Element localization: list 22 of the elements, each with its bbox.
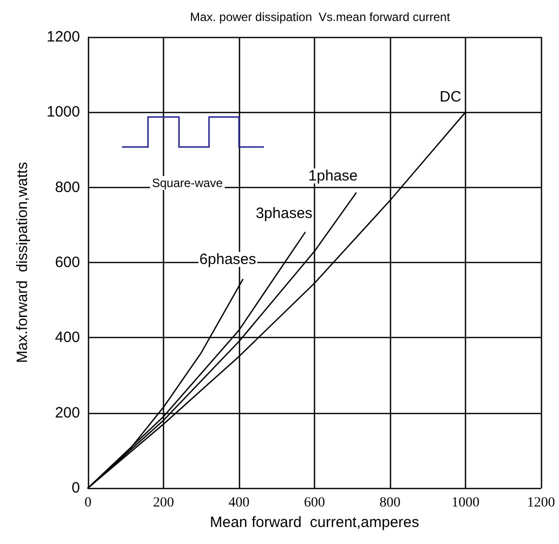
y-axis-title: Max.forward dissipation,watts <box>14 162 31 363</box>
series-label: 1phase <box>308 167 358 184</box>
y-tick-label: 800 <box>54 178 80 196</box>
y-tick-label: 400 <box>54 329 80 346</box>
y-tick-label: 1200 <box>46 28 80 46</box>
series-label: DC <box>440 88 462 106</box>
x-tick-label: 0 <box>84 496 92 510</box>
annotation: Square-wave <box>152 176 224 190</box>
y-tick-label: 0 <box>72 480 80 496</box>
x-tick-label: 1200 <box>527 496 555 510</box>
chart-title: Max. power dissipation Vs.mean forward current <box>190 10 451 24</box>
x-tick-label: 600 <box>304 496 325 510</box>
x-tick-label: 1000 <box>452 496 480 510</box>
series-label: 6phases <box>199 250 256 268</box>
y-tick-label: 1000 <box>46 104 80 121</box>
x-tick-label: 800 <box>380 496 400 510</box>
x-tick-label: 400 <box>228 496 250 510</box>
y-tick-label: 200 <box>54 404 80 422</box>
x-axis-title: Mean forward current,amperes <box>210 514 420 531</box>
y-tick-label: 600 <box>54 254 80 271</box>
x-tick-label: 200 <box>153 496 174 510</box>
series-label: 3phases <box>256 204 312 222</box>
